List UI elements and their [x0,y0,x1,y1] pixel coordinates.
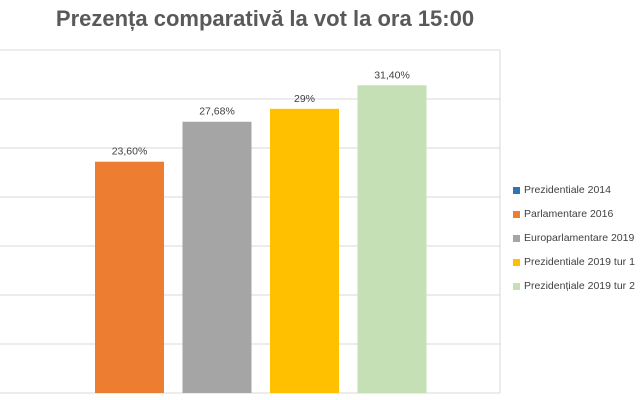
bars [95,85,427,394]
data-label: 23,60% [112,146,148,158]
legend-item: Europarlamentare 2019 [513,226,635,250]
legend-label: Prezidențiale 2019 tur 2 [524,280,635,292]
legend-item: Prezidentiale 2019 tur 1 [513,250,635,274]
legend-item: Prezidențiale 2019 tur 2 [513,274,635,298]
data-label: 27,68% [199,106,235,118]
bar [357,85,427,393]
data-label: 31,40% [374,69,410,81]
legend-label: Prezidentiale 2019 tur 1 [524,256,635,268]
bar [182,121,252,394]
legend-item: Prezidentiale 2014 [513,178,635,202]
legend-swatch [513,186,520,194]
data-label: 29% [294,93,315,105]
legend-swatch [513,258,520,266]
legend-swatch [513,210,520,218]
chart-title: Prezența comparativă la vot la ora 15:00 [55,6,475,31]
legend-label: Parlamentare 2016 [524,208,614,220]
bar [270,108,339,394]
bar [95,161,164,393]
legend-swatch [513,234,520,242]
legend-label: Prezidentiale 2014 [524,184,611,196]
legend-label: Europarlamentare 2019 [524,232,635,244]
data-labels: 23,60% 27,68% 29% 31,40% [112,69,410,157]
chart-legend: Prezidentiale 2014 Parlamentare 2016 Europ… [513,178,635,298]
legend-item: Parlamentare 2016 [513,202,635,226]
legend-swatch [513,282,520,290]
